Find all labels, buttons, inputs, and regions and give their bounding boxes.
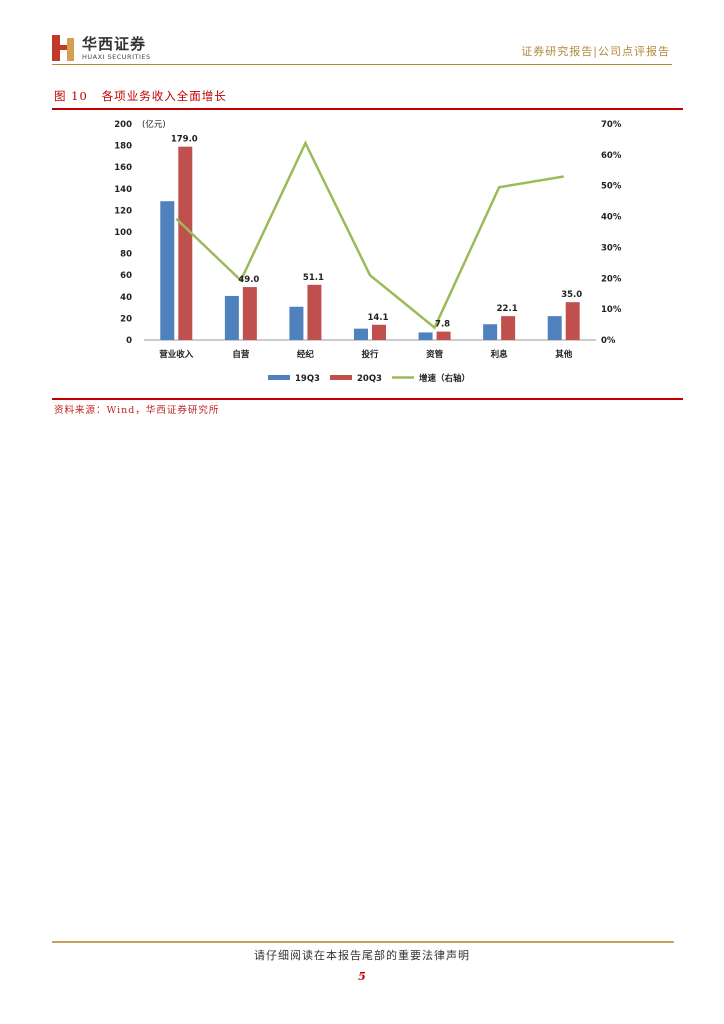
bar-19Q3 (483, 324, 498, 340)
y-left-tick-label: 60 (120, 271, 132, 281)
bar-19Q3 (418, 332, 433, 340)
y-right-tick-label: 50% (601, 182, 622, 192)
y-right-tick-label: 20% (601, 274, 622, 284)
legend-label: 20Q3 (357, 374, 382, 384)
y-left-tick-label: 100 (114, 228, 132, 238)
bar-20Q3 (307, 284, 322, 340)
logo-chinese-name: 华西证券 (82, 35, 147, 53)
y-left-tick-label: 140 (114, 185, 132, 195)
bar-20Q3 (565, 302, 580, 340)
bar-data-label: 179.0 (171, 135, 198, 145)
footer-divider (52, 941, 674, 943)
figure-source: 资料来源：Wind，华西证券研究所 (54, 405, 220, 416)
bar-20Q3 (372, 324, 386, 340)
legend-label: 增速（右轴） (419, 373, 470, 384)
bar-19Q3 (547, 316, 562, 340)
bar-data-label: 22.1 (497, 304, 518, 314)
bar-19Q3 (160, 201, 175, 340)
figure-title: 图 10 各项业务收入全面增长 (54, 89, 227, 103)
page-header: 华西证券 HUAXI SECURITIES 证券研究报告|公司点评报告 (0, 0, 724, 70)
bar-19Q3 (354, 328, 368, 340)
x-category-label: 其他 (555, 349, 573, 360)
y-right-tick-label: 30% (601, 243, 622, 253)
y-left-tick-label: 20 (120, 314, 132, 324)
bar-20Q3 (501, 316, 516, 340)
bar-20Q3 (436, 331, 451, 340)
y-right-tick-label: 40% (601, 213, 622, 223)
y-left-tick-label: 200 (114, 120, 132, 130)
legend-label: 19Q3 (295, 374, 320, 384)
x-category-label: 营业收入 (159, 349, 194, 360)
bar-19Q3 (289, 306, 304, 340)
y-left-tick-label: 80 (120, 250, 132, 260)
figure-top-rule (52, 108, 683, 110)
chart-growth-line (175, 140, 564, 330)
bar-20Q3 (242, 287, 257, 340)
legend-swatch (330, 375, 352, 380)
figure-bottom-rule (52, 398, 683, 400)
chart-legend: 19Q3 20Q3 增速（右轴） (268, 373, 470, 384)
revenue-chart: 0 20 40 60 80 100 120 140 160 180 200 (亿元) 0% 10% 20% 3… (114, 119, 622, 384)
y-right-tick-label: 0% (601, 336, 616, 346)
chart-axes: 0 20 40 60 80 100 120 140 160 180 200 (亿元) 0% 10% 20% 3… (114, 119, 622, 360)
bar-data-label: 7.8 (435, 320, 450, 330)
bar-data-label: 51.1 (303, 273, 324, 283)
x-category-label: 经纪 (297, 349, 315, 360)
header-divider (52, 64, 672, 65)
chart-bars (160, 146, 580, 340)
y-left-tick-label: 180 (114, 142, 132, 152)
y-left-tick-label: 120 (114, 206, 132, 216)
y-left-tick-label: 0 (126, 336, 132, 346)
x-category-label: 资管 (426, 349, 444, 360)
logo-english-name: HUAXI SECURITIES (82, 53, 151, 61)
bar-data-label: 35.0 (561, 290, 582, 300)
bar-data-label: 14.1 (368, 313, 389, 323)
bar-20Q3 (178, 146, 193, 340)
page-number: 5 (358, 970, 366, 983)
x-category-label: 投行 (361, 349, 379, 360)
y-right-tick-label: 60% (601, 151, 622, 161)
footer-disclaimer: 请仔细阅读在本报告尾部的重要法律声明 (254, 949, 470, 962)
y-left-tick-label: 40 (120, 293, 132, 303)
y-left-tick-label: 160 (114, 163, 132, 173)
chart-data-labels: 179.0 49.0 51.1 14.1 7.8 22.1 35.0 (171, 135, 582, 330)
huaxi-logo-icon (52, 35, 74, 61)
report-type-label: 证券研究报告|公司点评报告 (521, 45, 670, 58)
bar-19Q3 (224, 295, 239, 340)
y-left-unit-label: (亿元) (142, 119, 166, 130)
x-category-label: 利息 (490, 349, 509, 360)
bar-data-label: 49.0 (238, 275, 259, 285)
line-series-growth (175, 140, 564, 330)
legend-swatch (268, 375, 290, 380)
x-category-label: 自营 (232, 349, 250, 360)
y-right-tick-label: 70% (601, 120, 622, 130)
y-right-tick-label: 10% (601, 305, 622, 315)
